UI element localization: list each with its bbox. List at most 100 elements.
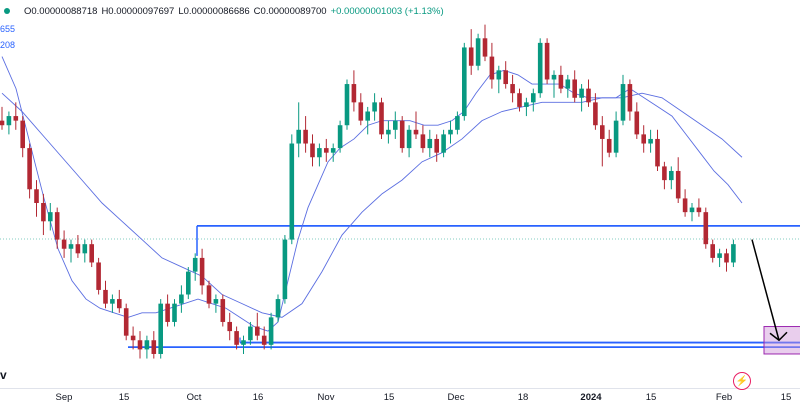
candle	[496, 65, 502, 94]
candle-body	[524, 102, 529, 107]
candle	[572, 70, 577, 103]
indicator-value-1: 655	[0, 24, 16, 34]
candle	[482, 24, 488, 62]
candle-body	[34, 189, 39, 203]
x-axis-tick: 15	[780, 392, 792, 403]
candle-body	[20, 120, 25, 149]
candle-body	[282, 239, 288, 300]
candle-body	[600, 125, 605, 139]
candle-body	[317, 148, 322, 158]
candle-body	[13, 116, 19, 121]
candle-body	[0, 120, 5, 126]
candle-body	[137, 340, 143, 350]
x-axis-tick: 15	[383, 392, 395, 403]
horizontal-levels[interactable]	[128, 224, 800, 349]
candle-body	[206, 285, 212, 304]
candle	[724, 248, 729, 272]
brand-logo: v	[0, 368, 7, 382]
candle	[565, 74, 571, 98]
moving-averages	[1, 56, 743, 332]
candle	[544, 38, 550, 85]
x-axis-tick: 15	[645, 392, 657, 403]
candle-body	[455, 116, 460, 130]
candle	[558, 65, 564, 94]
candle	[268, 312, 274, 350]
candle	[324, 138, 329, 162]
candle	[317, 143, 322, 167]
candle-body	[648, 138, 653, 144]
candle	[620, 74, 626, 126]
candle	[641, 125, 646, 153]
candle	[379, 97, 384, 139]
candle	[703, 207, 709, 249]
candle	[103, 280, 108, 309]
candle	[475, 33, 481, 71]
candle	[241, 335, 246, 354]
projection-drawing[interactable]	[751, 239, 800, 355]
candle-body	[103, 289, 108, 304]
legend-open: O0.00000088718	[24, 5, 98, 17]
candle-body	[117, 299, 122, 309]
candle	[255, 312, 260, 341]
candle-body	[151, 340, 157, 354]
candle	[606, 129, 612, 158]
candle	[213, 294, 219, 313]
x-axis-tick: 15	[118, 392, 130, 403]
candle-body	[296, 129, 301, 144]
candle-body	[696, 207, 702, 213]
lightning-icon[interactable]: ⚡	[733, 372, 751, 390]
candle	[489, 42, 495, 89]
candle-body	[413, 129, 419, 135]
candle-body	[489, 56, 495, 80]
x-axis-tick: 16	[252, 392, 264, 403]
candle	[365, 106, 370, 135]
candle	[537, 38, 543, 98]
candle-body	[130, 335, 136, 341]
candle-body	[689, 207, 695, 213]
candle-body	[248, 326, 253, 341]
candle-body	[641, 134, 646, 144]
candle	[110, 294, 115, 313]
candle-body	[241, 340, 246, 345]
candle-body	[634, 111, 640, 135]
candle	[372, 93, 377, 121]
candle-body	[227, 321, 232, 332]
x-axis-line	[0, 388, 800, 389]
candle	[61, 230, 67, 258]
x-axis-tick: Dec	[447, 392, 465, 403]
candle-body	[427, 138, 433, 149]
candle-body	[551, 74, 557, 80]
candle-body	[27, 148, 32, 190]
candle-body	[379, 102, 384, 135]
x-axis-tick: Nov	[317, 392, 335, 403]
candle	[386, 120, 391, 144]
candle	[627, 79, 633, 121]
candle-body	[123, 308, 129, 336]
candle-body	[172, 303, 177, 322]
candle-body	[89, 244, 94, 263]
candle-body	[682, 198, 688, 213]
candle	[503, 61, 508, 89]
candle	[96, 257, 101, 295]
candle-body	[468, 47, 474, 66]
candle-body	[261, 335, 267, 345]
candle-body	[41, 203, 46, 222]
candle	[669, 166, 674, 190]
candle	[68, 239, 74, 263]
candle	[54, 207, 60, 249]
candle	[662, 161, 667, 190]
candle	[234, 326, 239, 350]
candle	[275, 294, 281, 322]
projection-arrow-line	[751, 239, 780, 341]
candle	[117, 289, 122, 313]
candle-body	[186, 271, 191, 295]
candle-body	[199, 257, 205, 286]
candle-body	[213, 299, 219, 304]
candle-body	[558, 74, 564, 89]
candle	[123, 303, 129, 341]
candle-body	[655, 138, 660, 167]
candle	[427, 129, 433, 158]
candle	[144, 335, 150, 359]
candle	[510, 74, 515, 103]
